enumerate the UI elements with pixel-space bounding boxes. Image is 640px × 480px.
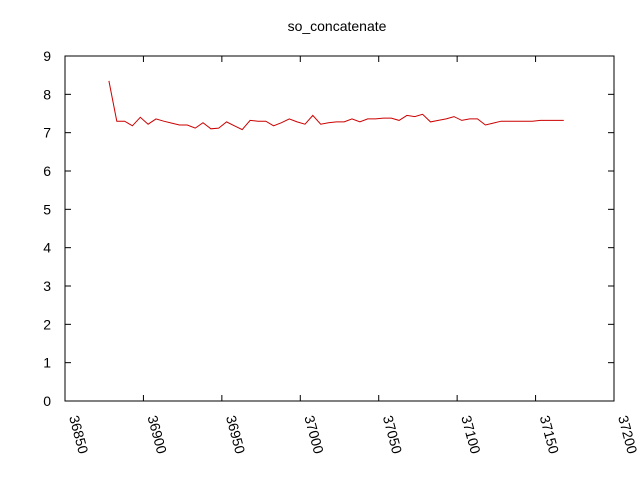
chart-title: so_concatenate xyxy=(288,18,387,34)
x-tick-label: 37150 xyxy=(537,414,563,456)
y-tick-label: 5 xyxy=(43,201,51,217)
x-axis: 36850 36900 36950 37000 37050 37100 37150 37200 xyxy=(64,56,640,456)
x-tick-label: 37000 xyxy=(301,414,327,456)
plot-frame xyxy=(64,55,615,402)
y-tick-label: 1 xyxy=(43,355,51,371)
y-tick-label: 8 xyxy=(43,86,51,102)
x-tick-label: 36850 xyxy=(66,414,92,456)
x-tick-label: 36900 xyxy=(145,414,171,456)
y-tick-label: 3 xyxy=(43,278,51,294)
x-tick-label: 37200 xyxy=(615,414,640,456)
y-axis: 0 1 2 3 4 5 6 7 8 9 xyxy=(43,48,614,409)
plot-series xyxy=(108,80,564,131)
y-tick-label: 4 xyxy=(43,240,51,256)
y-tick-label: 9 xyxy=(43,48,51,64)
x-tick-label: 37050 xyxy=(380,414,406,456)
y-tick-label: 6 xyxy=(43,163,51,179)
x-tick-label: 36950 xyxy=(223,414,249,456)
series-line xyxy=(108,80,564,131)
y-tick-label: 2 xyxy=(43,316,51,332)
y-tick-label: 7 xyxy=(43,125,51,141)
x-tick-label: 37100 xyxy=(458,414,484,456)
y-tick-label: 0 xyxy=(43,393,51,409)
